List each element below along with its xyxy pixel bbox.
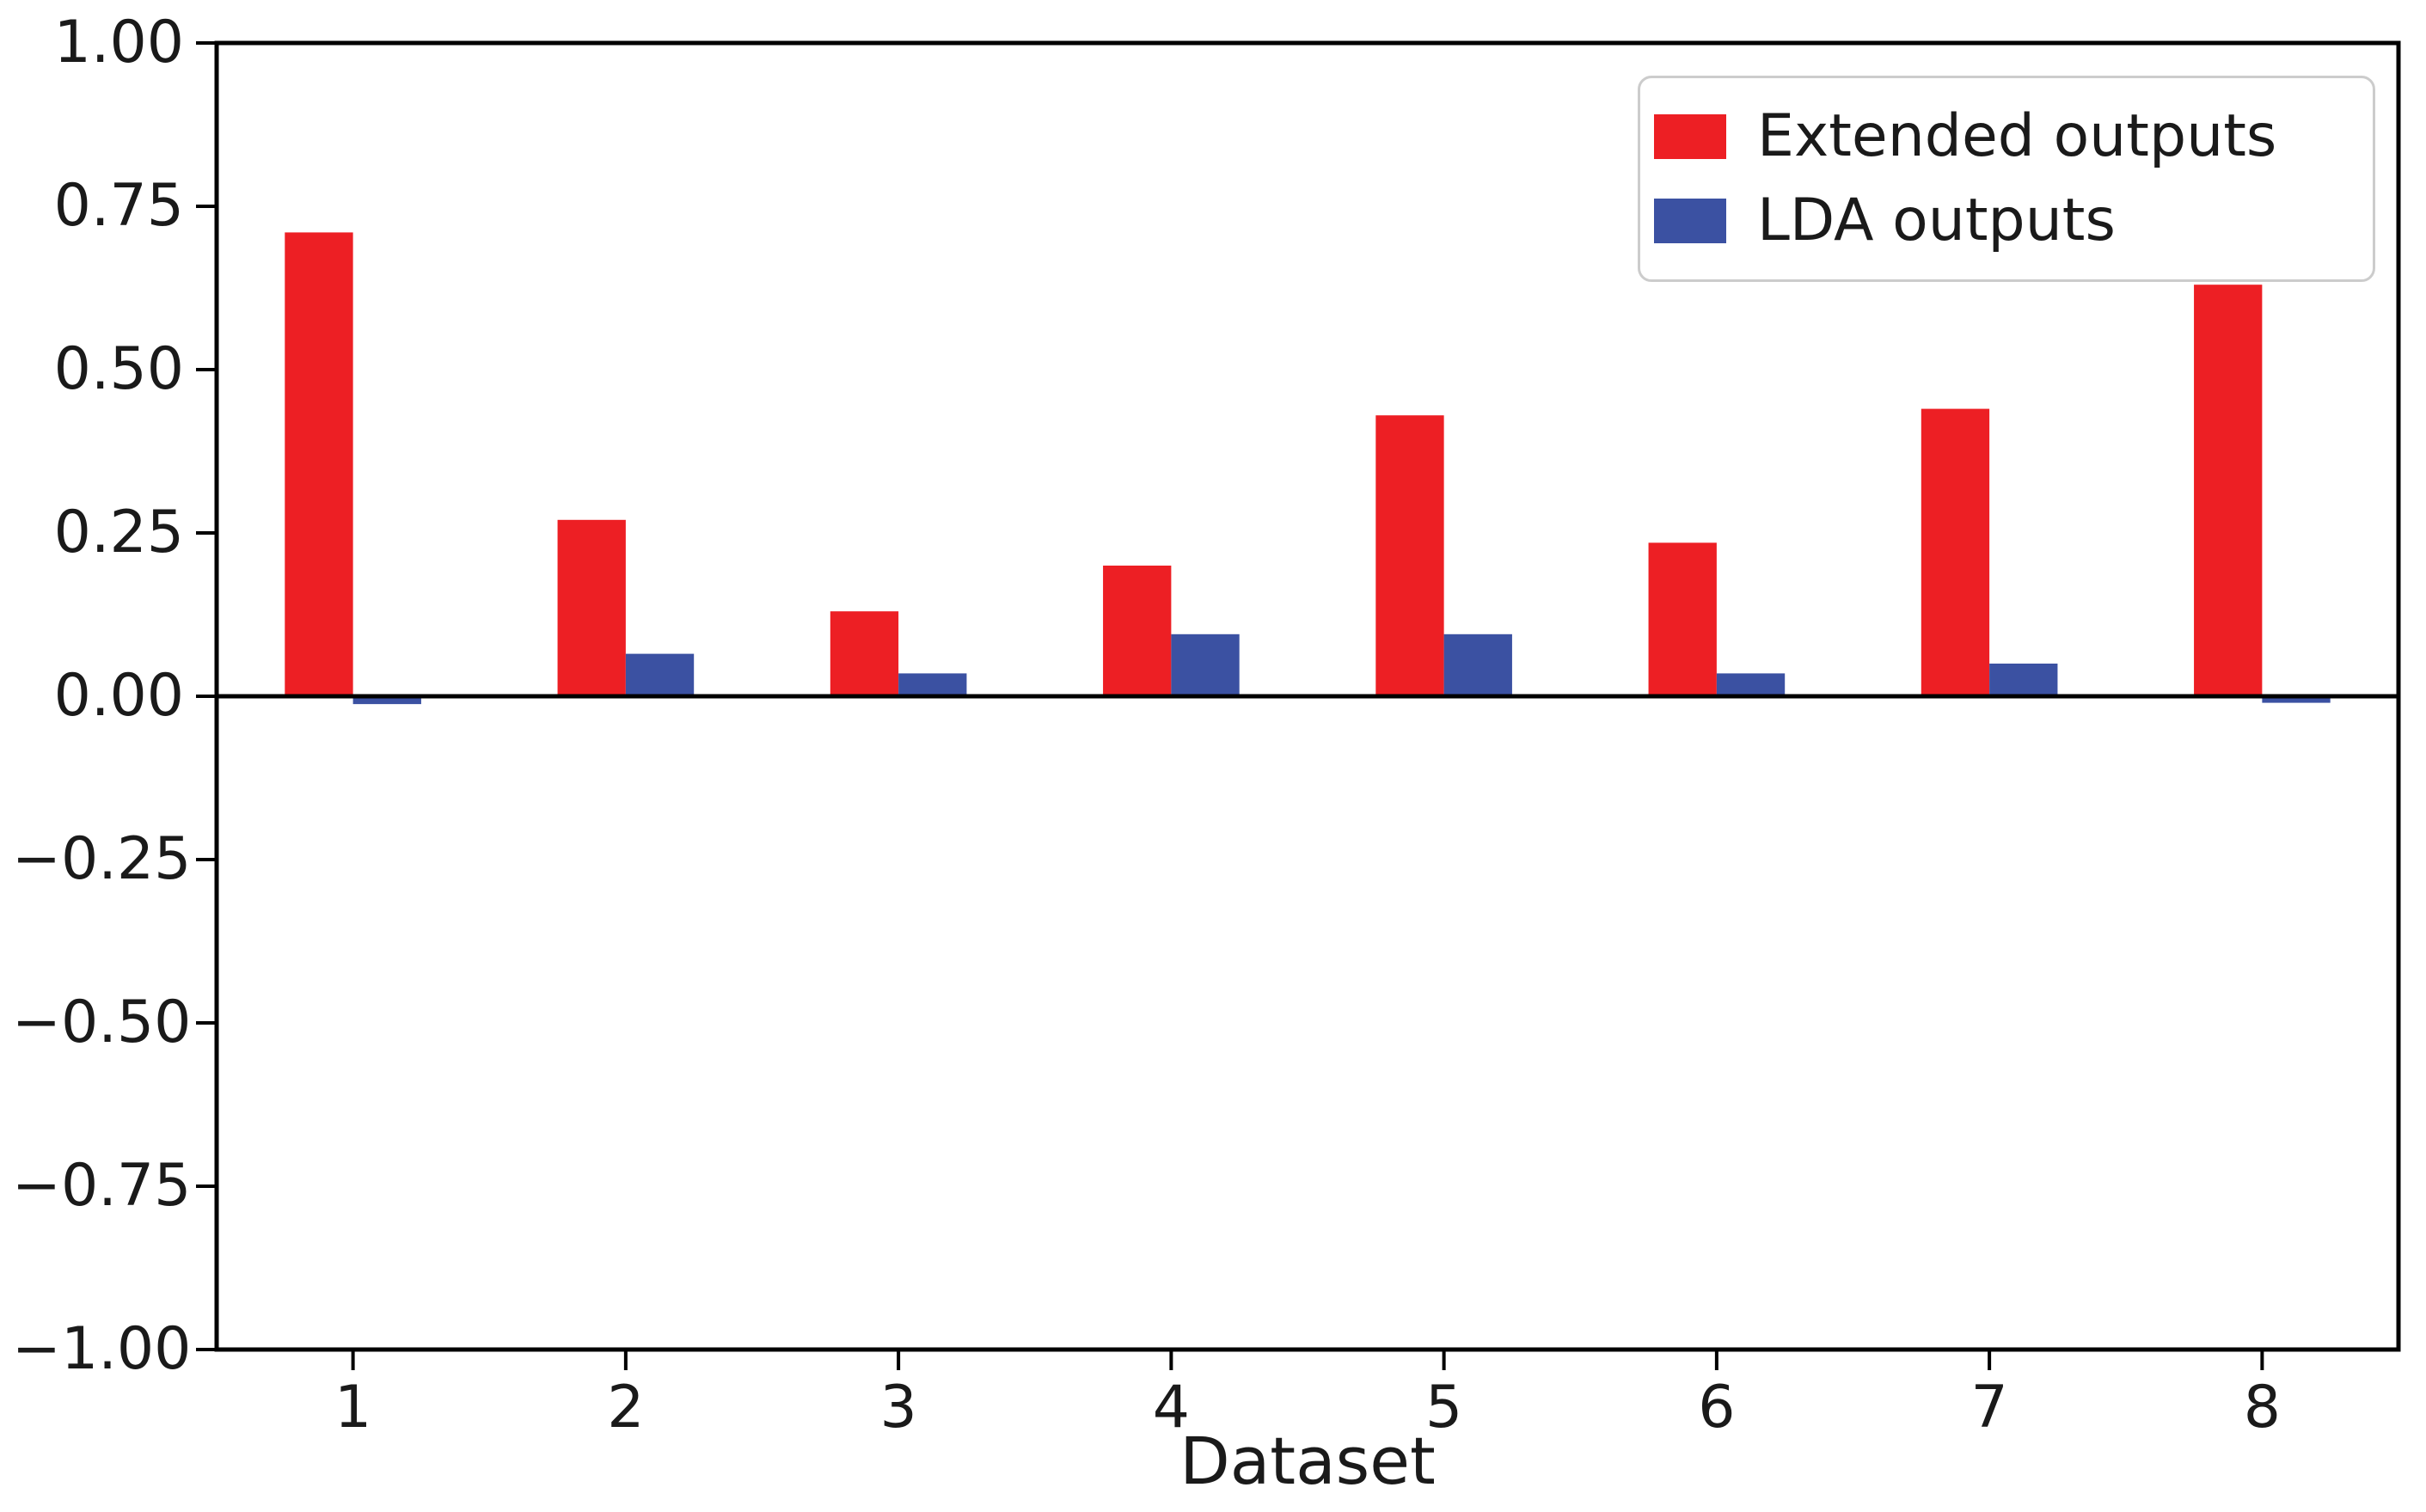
bar-extended-outputs-7 (1921, 408, 1990, 696)
bar-extended-outputs-2 (557, 519, 626, 696)
y-tick-label: 1.00 (53, 9, 184, 77)
y-tick-label: −0.75 (12, 1152, 192, 1220)
legend-row-lda: LDA outputs (1654, 192, 2373, 250)
x-tick-label: 7 (1970, 1374, 2008, 1442)
x-tick-label: 2 (607, 1374, 645, 1442)
x-tick-label: 8 (2243, 1374, 2281, 1442)
legend-row-extended: Extended outputs (1654, 107, 2373, 166)
legend-swatch-lda-icon (1654, 199, 1726, 243)
legend: Extended outputs LDA outputs (1638, 76, 2375, 282)
bar-extended-outputs-4 (1103, 566, 1172, 696)
x-tick-label: 5 (1424, 1374, 1463, 1442)
x-tick-label: 6 (1698, 1374, 1736, 1442)
x-tick-label: 4 (1152, 1374, 1190, 1442)
legend-label-lda: LDA outputs (1757, 187, 2116, 254)
y-tick-label: 0.50 (53, 335, 184, 403)
bar-extended-outputs-5 (1375, 415, 1444, 696)
x-axis-title: Dataset (1179, 1423, 1436, 1499)
x-tick-label: 3 (879, 1374, 917, 1442)
y-tick-label: −1.00 (12, 1315, 192, 1383)
bar-lda-outputs-2 (625, 653, 695, 696)
y-tick-label: −0.50 (12, 989, 192, 1056)
axes-layer (196, 40, 2401, 1370)
bar-lda-outputs-8 (2262, 696, 2331, 703)
y-tick-label: 0.25 (53, 499, 184, 566)
y-tick-label: −0.25 (12, 825, 192, 893)
bar-lda-outputs-7 (1989, 664, 2058, 696)
x-tick-label: 1 (334, 1374, 372, 1442)
y-tick-label: 0.75 (53, 172, 184, 240)
bar-extended-outputs-3 (830, 611, 899, 696)
bar-lda-outputs-4 (1171, 634, 1240, 696)
bar-extended-outputs-1 (285, 232, 353, 696)
bar-lda-outputs-5 (1443, 634, 1512, 696)
bar-lda-outputs-6 (1716, 673, 1786, 696)
bar-lda-outputs-3 (898, 673, 967, 696)
legend-label-extended: Extended outputs (1757, 102, 2277, 170)
bar-lda-outputs-1 (352, 696, 421, 705)
legend-swatch-extended-icon (1654, 114, 1726, 159)
bar-extended-outputs-8 (2194, 285, 2263, 696)
bar-extended-outputs-6 (1648, 542, 1717, 696)
bars-layer (285, 232, 2331, 705)
y-tick-label: 0.00 (53, 662, 184, 730)
